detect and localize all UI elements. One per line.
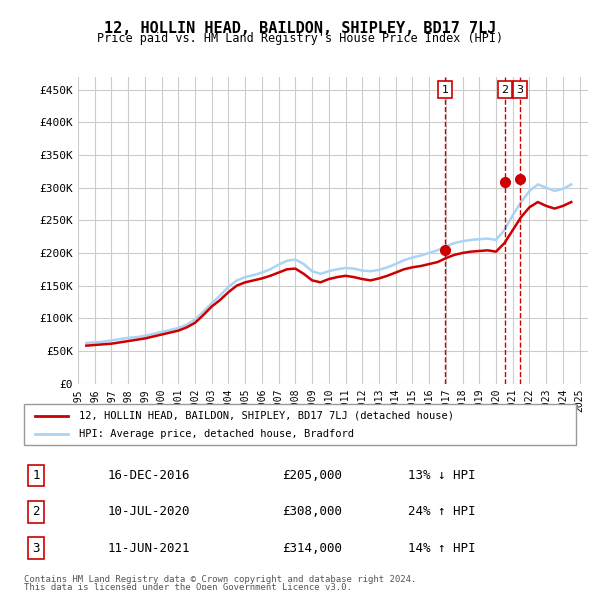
Text: 2: 2 <box>502 85 508 95</box>
Text: 10-JUL-2020: 10-JUL-2020 <box>108 505 191 519</box>
Text: £314,000: £314,000 <box>282 542 342 555</box>
Text: 3: 3 <box>32 542 40 555</box>
Text: 3: 3 <box>517 85 524 95</box>
Text: 12, HOLLIN HEAD, BAILDON, SHIPLEY, BD17 7LJ (detached house): 12, HOLLIN HEAD, BAILDON, SHIPLEY, BD17 … <box>79 411 454 421</box>
FancyBboxPatch shape <box>24 404 576 445</box>
Text: This data is licensed under the Open Government Licence v3.0.: This data is licensed under the Open Gov… <box>24 583 352 590</box>
Text: 2: 2 <box>32 505 40 519</box>
Text: £205,000: £205,000 <box>282 469 342 482</box>
Text: HPI: Average price, detached house, Bradford: HPI: Average price, detached house, Brad… <box>79 429 354 439</box>
Text: 11-JUN-2021: 11-JUN-2021 <box>108 542 191 555</box>
Text: 13% ↓ HPI: 13% ↓ HPI <box>408 469 476 482</box>
Text: 1: 1 <box>442 85 449 95</box>
Text: 24% ↑ HPI: 24% ↑ HPI <box>408 505 476 519</box>
Text: 14% ↑ HPI: 14% ↑ HPI <box>408 542 476 555</box>
Text: 1: 1 <box>32 469 40 482</box>
Text: £308,000: £308,000 <box>282 505 342 519</box>
Text: Price paid vs. HM Land Registry's House Price Index (HPI): Price paid vs. HM Land Registry's House … <box>97 32 503 45</box>
Text: 12, HOLLIN HEAD, BAILDON, SHIPLEY, BD17 7LJ: 12, HOLLIN HEAD, BAILDON, SHIPLEY, BD17 … <box>104 21 496 35</box>
Text: 16-DEC-2016: 16-DEC-2016 <box>108 469 191 482</box>
Text: Contains HM Land Registry data © Crown copyright and database right 2024.: Contains HM Land Registry data © Crown c… <box>24 575 416 584</box>
